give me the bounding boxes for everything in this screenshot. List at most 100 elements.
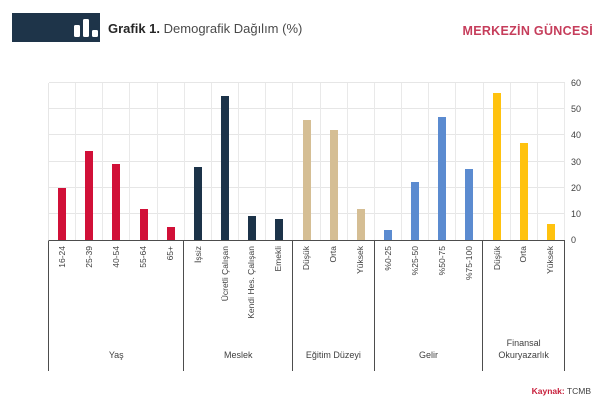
category-label: 65+ [164,246,175,261]
chart-title-number: Grafik 1. [108,21,161,36]
bar [248,216,257,240]
category-label: %50-75 [436,246,447,276]
category-label: Düşük [491,246,502,271]
category-slot [429,83,457,240]
bar-group [185,83,294,240]
bar [383,229,392,240]
group-label: Yaş [108,349,124,360]
y-tick-label: 40 [571,130,582,141]
category-label-slot: 40-54 [103,241,130,329]
category-slot [103,83,131,240]
category-slot [185,83,212,240]
category-slot [158,83,185,240]
category-slot [538,83,565,240]
category-slot [266,83,294,240]
source-label: Kaynak: [531,386,565,396]
bar-chart: 16-24 25-39 40-54 55-64 65+ Yaş İşsiz Ücretli Ç… [48,82,565,371]
bar [438,117,447,240]
category-label-row: Düşük Orta Yüksek [483,241,564,329]
bar-chart-icon [74,25,80,37]
bar-group [375,83,484,240]
label-group: Düşük Orta Yüksek Eğitim Düzeyi [293,241,375,371]
bar [166,226,175,240]
category-label: Ücretli Çalışan [219,246,230,302]
category-slot [402,83,430,240]
category-label: %75-100 [463,246,474,281]
bar [546,224,555,240]
chart-icon-banner [12,13,100,42]
bar [356,208,365,240]
category-label-slot: %75-100 [455,241,482,329]
group-label: Gelir [419,349,439,360]
bar [519,143,528,240]
y-tick-label: 0 [571,235,577,245]
category-label-slot: %50-75 [429,241,456,329]
category-slot [49,83,77,240]
plot-area [48,82,565,241]
category-slot [130,83,158,240]
category-label-slot: Yüksek [537,241,564,329]
bar-chart-icon [83,19,89,37]
category-label-slot: 25-39 [76,241,103,329]
bar [112,164,121,240]
category-label-slot: Kendi Hes. Çalışan [238,241,265,329]
category-label: 40-54 [110,246,121,268]
bar [411,182,420,240]
category-label-row: %0-25 %25-50 %50-75 %75-100 [375,241,483,329]
category-label: 55-64 [137,246,148,268]
category-label-slot: Düşük [483,241,510,329]
category-slot [76,83,104,240]
category-label: İşsiz [192,246,203,263]
category-slot [239,83,267,240]
bar-group [293,83,375,240]
category-label-slot: 65+ [157,241,184,329]
category-label-slot: Orta [320,241,347,329]
bar [465,169,474,240]
category-slot [456,83,484,240]
bar [85,151,94,240]
bar-group [49,83,185,240]
category-label-slot: Yüksek [347,241,374,329]
bar [492,93,501,240]
category-label-slot: İşsiz [184,241,211,329]
category-label-slot: %0-25 [375,241,402,329]
category-slot [375,83,403,240]
bar [329,130,338,240]
gridline [49,82,565,83]
label-group: %0-25 %25-50 %50-75 %75-100 Gelir [375,241,484,371]
category-slot [293,83,321,240]
bar [58,187,67,240]
gridline [49,108,565,110]
bar-group [484,83,565,240]
group-label: Finansal Okuryazarlık [498,337,549,360]
category-slot [212,83,240,240]
category-slot [348,83,375,240]
y-tick-label: 10 [571,208,582,219]
category-label: Düşük [301,246,312,271]
category-label: Emekli [273,246,284,272]
y-tick-label: 60 [571,78,582,88]
category-label: Kendi Hes. Çalışan [246,246,257,319]
brand-logo-text: MERKEZİN GÜNCESİ [462,24,593,38]
category-label-row: Düşük Orta Yüksek [293,241,374,329]
bar [302,119,311,240]
group-label: Eğitim Düzeyi [305,349,361,360]
x-axis-labels: 16-24 25-39 40-54 55-64 65+ Yaş İşsiz Ücretli Ç… [48,241,565,371]
category-label: 25-39 [84,246,95,268]
category-slot [484,83,511,240]
source-value: TCMB [566,386,591,396]
category-label-slot: 16-24 [49,241,76,329]
label-group: Düşük Orta Yüksek Finansal Okuryazarlık [483,241,565,371]
bar-chart-icon [92,30,98,37]
category-label: Orta [328,246,339,263]
category-label-slot: Emekli [265,241,292,329]
bar [221,96,230,240]
y-tick-label: 30 [571,156,582,167]
category-label: Orta [518,246,529,263]
category-label-slot: Düşük [293,241,320,329]
y-tick-label: 50 [571,104,582,115]
group-label: Meslek [224,349,253,360]
label-group: İşsiz Ücretli Çalışan Kendi Hes. Çalışan Em… [184,241,294,371]
category-label-slot: Ücretli Çalışan [211,241,238,329]
category-label: Yüksek [545,246,556,274]
